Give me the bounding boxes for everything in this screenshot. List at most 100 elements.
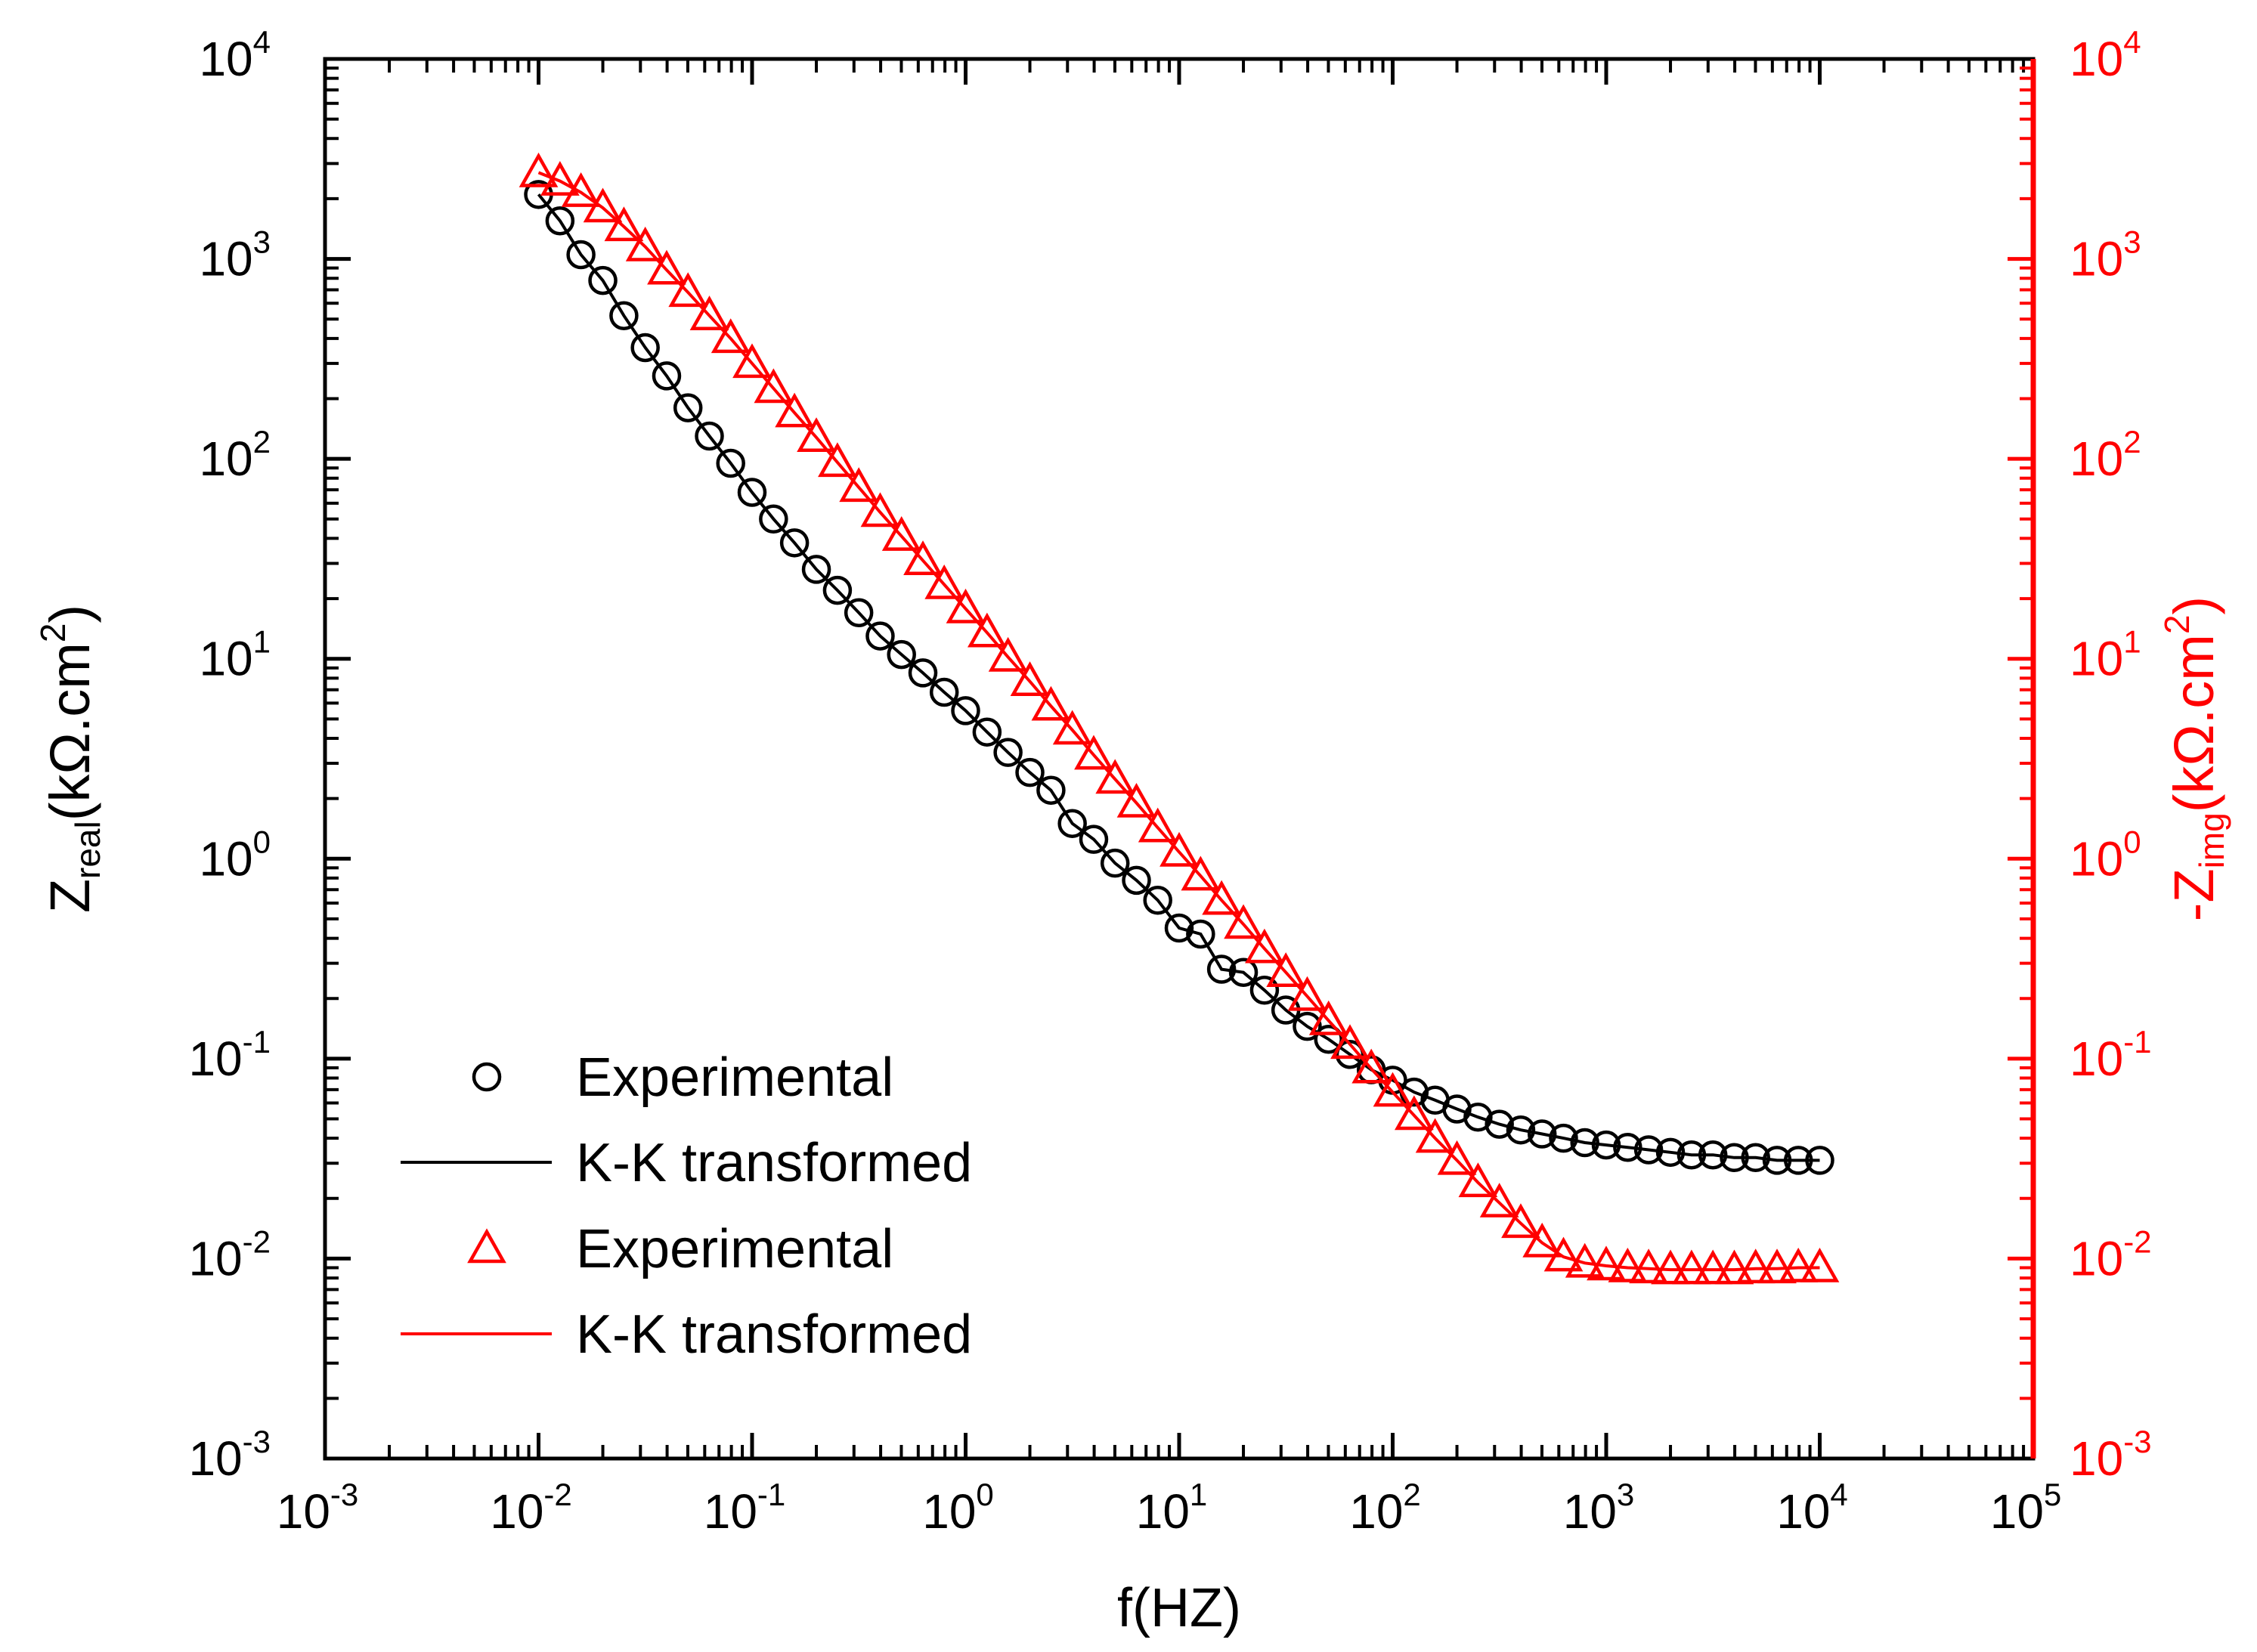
plot-series xyxy=(519,152,1840,1285)
y-tick-label-exponent: -1 xyxy=(243,1024,271,1060)
data-point-circle xyxy=(1485,1109,1514,1139)
data-point-circle xyxy=(609,301,639,330)
data-point-triangle xyxy=(818,442,857,478)
x-tick-label-base: 10 xyxy=(922,1484,976,1539)
y-tick-label-base: 10 xyxy=(188,1431,242,1486)
data-point-circle xyxy=(951,696,980,725)
x-tick-label-exponent: -1 xyxy=(757,1477,785,1512)
y2-tick-label-exponent: 1 xyxy=(2123,624,2141,660)
y-tick-label: 103 xyxy=(199,224,271,286)
y-tick-label-exponent: 4 xyxy=(253,24,271,60)
y-tick-label-base: 10 xyxy=(199,232,252,286)
data-point-triangle xyxy=(1052,710,1092,745)
data-point-circle xyxy=(1228,957,1259,987)
data-point-triangle xyxy=(561,172,601,207)
series-line xyxy=(537,171,1820,1272)
data-point-circle xyxy=(673,393,703,422)
y2-tick-label-exponent: 3 xyxy=(2123,224,2141,260)
data-point-triangle xyxy=(946,588,986,623)
data-point-triangle xyxy=(1224,904,1263,939)
x-tick-label: 10-1 xyxy=(704,1477,786,1539)
data-point-triangle xyxy=(668,272,708,308)
y-axis-label-close: ) xyxy=(39,605,101,623)
y2-tick-label-base: 10 xyxy=(2070,1032,2123,1086)
data-point-circle xyxy=(972,717,1002,747)
data-point-triangle xyxy=(519,152,559,187)
y-tick-label-base: 10 xyxy=(199,432,252,486)
data-point-triangle xyxy=(1415,1118,1455,1153)
data-point-triangle xyxy=(1373,1072,1413,1107)
y-tick-label: 10-1 xyxy=(188,1024,271,1086)
data-point-circle xyxy=(1057,809,1087,838)
y2-axis-label-sup: 2 xyxy=(2157,614,2197,634)
y2-tick-label: 101 xyxy=(2070,624,2141,686)
data-point-triangle xyxy=(1800,1247,1840,1282)
legend-label: Experimental xyxy=(576,1219,893,1279)
data-point-circle xyxy=(716,448,745,478)
x-tick-label-base: 10 xyxy=(1136,1484,1190,1539)
y-tick-label: 10-2 xyxy=(188,1224,271,1285)
data-point-triangle xyxy=(1395,1095,1434,1131)
data-point-circle xyxy=(1143,885,1172,915)
y-tick-label: 104 xyxy=(199,24,271,86)
x-tick-label-exponent: 5 xyxy=(2044,1477,2061,1512)
series-3-line xyxy=(537,171,1820,1272)
data-point-triangle xyxy=(988,636,1028,672)
legend-marker-triangle xyxy=(467,1228,506,1264)
y-axis-label-unit: (kΩ.cm xyxy=(39,642,101,821)
data-point-triangle xyxy=(924,564,964,599)
data-point-triangle xyxy=(903,540,943,575)
y2-tick-label: 10-1 xyxy=(2070,1024,2152,1086)
x-axis-label: f(HZ) xyxy=(1117,1578,1241,1638)
y2-tick-label-base: 10 xyxy=(2070,1231,2123,1285)
x-tick-label-base: 10 xyxy=(704,1484,757,1539)
y2-tick-label-exponent: -2 xyxy=(2123,1224,2151,1259)
data-point-circle xyxy=(588,265,618,295)
data-point-triangle xyxy=(1138,807,1178,843)
data-point-triangle xyxy=(1287,976,1327,1011)
y2-tick-label: 10-3 xyxy=(2070,1424,2152,1486)
data-point-circle xyxy=(887,639,916,670)
x-tick-label-base: 10 xyxy=(277,1484,330,1539)
x-tick-label-base: 10 xyxy=(1776,1484,1830,1539)
y2-axis-label-close: ) xyxy=(2163,596,2225,615)
x-tick-label-base: 10 xyxy=(1349,1484,1403,1539)
y2-tick-label-exponent: 2 xyxy=(2123,424,2141,459)
y2-tick-label: 102 xyxy=(2070,424,2141,486)
y-tick-label-base: 10 xyxy=(188,1032,242,1086)
y2-tick-label-exponent: 0 xyxy=(2123,824,2141,859)
data-point-circle xyxy=(1079,824,1109,854)
data-point-circle xyxy=(652,361,682,391)
series-2-triangle xyxy=(519,152,1840,1285)
data-point-circle xyxy=(844,598,874,627)
y-tick-label: 10-3 xyxy=(188,1424,271,1486)
data-point-circle xyxy=(759,504,788,534)
x-tick-label: 102 xyxy=(1349,1477,1421,1539)
data-point-triangle xyxy=(625,226,665,261)
y-axis-label-sub: real xyxy=(68,821,107,879)
x-tick-label-exponent: -2 xyxy=(543,1477,571,1512)
data-point-circle xyxy=(1506,1115,1536,1145)
legend-label: K-K transformed xyxy=(576,1133,972,1193)
data-point-circle xyxy=(801,555,831,584)
data-point-triangle xyxy=(1479,1183,1519,1217)
legend-marker-circle xyxy=(472,1062,502,1092)
data-point-circle xyxy=(1549,1123,1578,1153)
data-point-triangle xyxy=(1202,880,1241,915)
data-point-circle xyxy=(695,421,724,451)
data-point-triangle xyxy=(860,492,900,527)
data-point-circle xyxy=(1463,1102,1493,1132)
data-point-triangle xyxy=(1351,1048,1392,1084)
data-point-circle xyxy=(865,621,895,651)
data-point-triangle xyxy=(604,206,644,242)
data-point-triangle xyxy=(1074,735,1113,770)
y2-tick-label-base: 10 xyxy=(2070,32,2123,86)
data-point-circle xyxy=(1015,757,1045,787)
data-point-triangle xyxy=(647,249,686,285)
y2-tick-label-base: 10 xyxy=(2070,432,2123,486)
y2-tick-label-base: 10 xyxy=(2070,831,2123,886)
y-tick-label-exponent: 2 xyxy=(253,424,271,459)
